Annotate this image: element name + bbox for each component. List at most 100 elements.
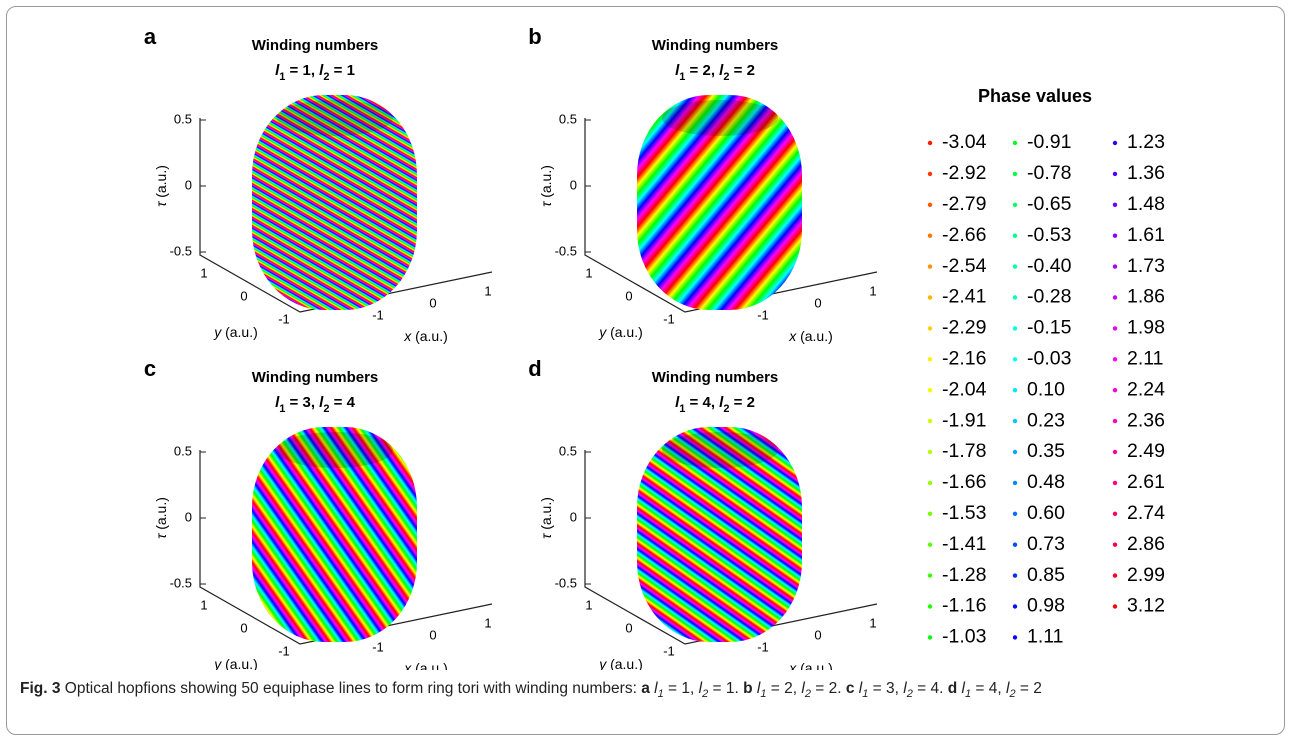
legend-value: 2.49 bbox=[1127, 440, 1165, 462]
legend-value: 0.35 bbox=[1027, 440, 1065, 462]
panel-label: b bbox=[528, 24, 541, 49]
legend-marker bbox=[1012, 635, 1018, 640]
legend-value: -2.41 bbox=[942, 286, 986, 308]
legend-value: -0.78 bbox=[1027, 162, 1071, 184]
legend-marker bbox=[927, 326, 933, 331]
legend-value: 0.85 bbox=[1027, 564, 1065, 586]
y-axis-label: y (a.u.) bbox=[213, 324, 258, 340]
legend-marker bbox=[1112, 418, 1118, 424]
z-tick-label: -0.5 bbox=[170, 575, 192, 590]
caption-symbol: l bbox=[858, 680, 863, 697]
y-tick-label: 0 bbox=[625, 620, 632, 635]
legend-value: -0.65 bbox=[1027, 193, 1072, 215]
figure: Phase values a Winding numbers l1 = 1, l2 … bbox=[144, 24, 1165, 670]
legend-value: -2.04 bbox=[942, 378, 987, 400]
caption-symbol: l bbox=[698, 680, 703, 697]
x-tick-label: 1 bbox=[484, 283, 491, 298]
caption-symbol: l bbox=[756, 680, 761, 697]
subtitle-text: = 3, bbox=[285, 394, 319, 411]
legend-marker bbox=[927, 542, 933, 547]
caption-text: = 2, bbox=[766, 680, 802, 697]
subtitle-text: = 1 bbox=[329, 62, 354, 79]
axis-symbol: y bbox=[213, 656, 222, 670]
legend-marker bbox=[1112, 388, 1118, 393]
x-tick-label: 0 bbox=[814, 295, 821, 310]
legend-value: -2.79 bbox=[942, 193, 986, 215]
x-tick-label: 0 bbox=[429, 295, 436, 310]
z-tick-label: -0.5 bbox=[170, 243, 192, 258]
caption-subscript: 2 bbox=[702, 688, 709, 701]
axis-unit: (a.u.) bbox=[800, 660, 833, 670]
subtitle-symbol: l bbox=[275, 394, 280, 411]
torus bbox=[252, 427, 417, 642]
axis-unit: (a.u.) bbox=[610, 656, 643, 670]
panel-label: d bbox=[528, 356, 541, 381]
x-tick-label: 0 bbox=[429, 627, 436, 642]
x-axis-label: x (a.u.) bbox=[403, 328, 448, 344]
panel-label: c bbox=[144, 356, 156, 381]
caption-text: = 2 bbox=[1015, 680, 1042, 697]
torus-hole bbox=[277, 100, 393, 136]
legend-marker bbox=[927, 140, 933, 146]
subtitle-text: = 2 bbox=[729, 394, 754, 411]
legend-marker bbox=[927, 171, 933, 177]
x-tick-label: 1 bbox=[869, 283, 876, 298]
y-axis-label: y (a.u.) bbox=[213, 656, 258, 670]
legend-marker bbox=[927, 449, 933, 455]
caption-subscript: 2 bbox=[1009, 688, 1016, 701]
legend-marker bbox=[1112, 542, 1118, 547]
axis-unit: (a.u.) bbox=[538, 497, 554, 530]
axis-symbol: τ bbox=[153, 533, 169, 539]
caption-bold: d bbox=[947, 680, 958, 697]
legend-value: -0.28 bbox=[1027, 286, 1071, 308]
subtitle-symbol: l bbox=[319, 394, 324, 411]
y-tick-label: 1 bbox=[585, 265, 592, 280]
caption-bold: c bbox=[845, 680, 855, 697]
axis-unit: (a.u.) bbox=[538, 165, 554, 198]
legend-value: 2.61 bbox=[1127, 471, 1165, 493]
legend-value: 2.74 bbox=[1127, 502, 1165, 524]
x-axis-label: x (a.u.) bbox=[403, 660, 448, 670]
torus bbox=[252, 95, 417, 310]
axis-symbol: x bbox=[788, 328, 797, 344]
x-tick-label: 1 bbox=[484, 615, 491, 630]
legend-value: -0.15 bbox=[1027, 317, 1072, 339]
legend-value: -2.92 bbox=[942, 162, 986, 184]
x-tick-label: 0 bbox=[814, 627, 821, 642]
legend-marker bbox=[1012, 202, 1018, 207]
y-tick-label: 1 bbox=[200, 265, 207, 280]
subtitle-text: = 2, bbox=[685, 62, 719, 79]
x-tick-label: -1 bbox=[757, 307, 769, 322]
z-tick-label: 0.5 bbox=[174, 111, 192, 126]
legend-value: 2.86 bbox=[1127, 533, 1165, 555]
legend-value: 2.11 bbox=[1127, 347, 1164, 369]
legend-marker bbox=[927, 635, 933, 640]
torus bbox=[637, 427, 802, 642]
y-tick-label: -1 bbox=[278, 311, 290, 326]
y-tick-label: -1 bbox=[663, 643, 675, 658]
legend-marker bbox=[927, 573, 933, 578]
z-axis-label: τ (a.u.) bbox=[153, 165, 169, 207]
panel-title: Winding numbers bbox=[252, 37, 379, 54]
y-tick-label: 0 bbox=[625, 288, 632, 303]
legend-marker bbox=[1012, 233, 1018, 238]
legend-marker bbox=[1012, 604, 1018, 609]
axis-unit: (a.u.) bbox=[800, 328, 833, 344]
legend-marker bbox=[927, 357, 933, 362]
legend-marker bbox=[1112, 202, 1118, 207]
axis-unit: (a.u.) bbox=[153, 497, 169, 530]
legend-value: -2.54 bbox=[942, 255, 987, 277]
x-tick-label: 1 bbox=[869, 615, 876, 630]
axis-symbol: τ bbox=[153, 201, 169, 207]
legend-value: 1.98 bbox=[1127, 317, 1165, 339]
caption-subscript: 1 bbox=[964, 688, 972, 701]
legend-value: 0.73 bbox=[1027, 533, 1065, 555]
legend-marker bbox=[927, 295, 933, 300]
caption-subscript: 1 bbox=[862, 688, 869, 701]
axis-symbol: τ bbox=[538, 533, 554, 539]
z-tick-label: 0.5 bbox=[174, 443, 192, 458]
subtitle-symbol: l bbox=[719, 394, 724, 411]
